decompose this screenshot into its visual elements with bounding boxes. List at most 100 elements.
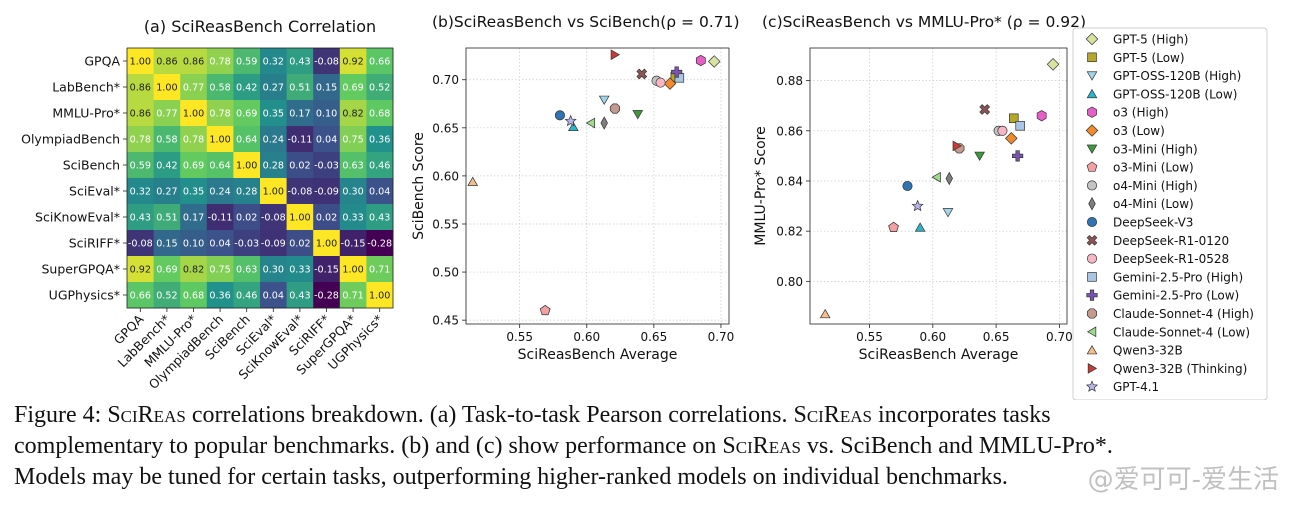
heatmap-cell <box>233 126 261 153</box>
heatmap-cell <box>366 126 394 153</box>
heatmap-value-label: 0.27 <box>156 187 177 198</box>
heatmap-value-label: 0.42 <box>236 83 257 94</box>
x-tick-label: 0.55 <box>506 330 533 344</box>
heatmap-cell <box>260 100 287 127</box>
x-tick-label: 0.60 <box>919 330 946 344</box>
caption-text: correlations breakdown. (a) Task-to-task… <box>185 402 794 428</box>
heatmap-cell <box>206 178 234 205</box>
heatmap-cell <box>313 48 341 75</box>
heatmap-value-label: 0.15 <box>156 239 177 250</box>
data-point <box>695 54 706 67</box>
heatmap-value-label: 0.36 <box>369 135 390 146</box>
heatmap-value-label: 0.32 <box>263 57 284 68</box>
legend-marker <box>1087 106 1097 118</box>
heatmap-value-label: 0.63 <box>236 265 257 276</box>
heatmap-value-label: 0.27 <box>263 83 284 94</box>
legend-label: GPT-5 (Low) <box>1113 51 1185 65</box>
heatmap-cell <box>286 74 314 101</box>
heatmap-value-label: -0.08 <box>287 187 312 198</box>
heatmap-cell <box>366 204 394 231</box>
heatmap-value-label: 0.02 <box>236 213 257 224</box>
legend-marker <box>1088 196 1096 211</box>
heatmap-value-label: 0.58 <box>209 83 230 94</box>
heatmap-cell <box>233 178 261 205</box>
heatmap-cell <box>153 204 181 231</box>
legend-marker <box>1086 216 1098 228</box>
legend-label: Claude-Sonnet-4 (High) <box>1113 307 1254 321</box>
heatmap-value-label: 0.82 <box>342 109 363 120</box>
heatmap-cell <box>127 256 154 283</box>
data-point <box>931 171 941 183</box>
heatmap-value-label: 0.71 <box>369 265 390 276</box>
heatmap-row-label: OlympiadBench <box>21 132 120 147</box>
heatmap-cell <box>153 126 181 153</box>
data-point <box>945 171 953 186</box>
heatmap-cell <box>180 48 208 75</box>
heatmap-value-label: 0.33 <box>342 213 363 224</box>
legend-label: o3-Mini (High) <box>1113 142 1198 156</box>
heatmap-cell <box>339 126 367 153</box>
legend-label: DeepSeek-R1-0528 <box>1113 252 1229 266</box>
legend-label: o3 (High) <box>1113 106 1169 120</box>
heatmap-cell <box>313 230 341 257</box>
heatmap-value-label: 0.04 <box>209 239 230 250</box>
heatmap-value-label: 0.69 <box>156 265 177 276</box>
heatmap-value-label: -0.11 <box>208 213 233 224</box>
heatmap-cell <box>206 100 234 127</box>
data-point <box>663 77 677 90</box>
heatmap-cell <box>180 100 208 127</box>
caption-text: vs. SciBench and MMLU-Pro*. <box>800 433 1113 459</box>
data-point <box>914 222 926 232</box>
heatmap-value-label: 0.10 <box>183 239 204 250</box>
heatmap-cell <box>366 178 394 205</box>
heatmap-cell <box>233 230 261 257</box>
data-point <box>609 103 620 114</box>
heatmap-value-label: 0.68 <box>369 109 390 120</box>
y-tick-label: 0.80 <box>776 275 803 289</box>
heatmap-value-label: 1.00 <box>289 213 310 224</box>
data-point <box>997 125 1008 136</box>
data-point <box>707 55 721 68</box>
heatmap-value-label: -0.15 <box>314 265 339 276</box>
heatmap-value-label: 0.92 <box>130 265 151 276</box>
data-point <box>888 221 899 232</box>
heatmap-cell <box>127 48 154 75</box>
heatmap-value-label: 0.24 <box>209 187 230 198</box>
heatmap-value-label: -0.28 <box>367 239 392 250</box>
x-tick-label: 0.70 <box>1046 330 1073 344</box>
heatmap-value-label: 1.00 <box>316 239 337 250</box>
heatmap-cell <box>260 48 287 75</box>
heatmap-value-label: 0.92 <box>342 57 363 68</box>
legend-marker <box>1087 363 1098 374</box>
heatmap-cell <box>127 230 154 257</box>
heatmap-cell <box>206 282 234 309</box>
x-axis-label: SciReasBench Average <box>859 347 1019 363</box>
heatmap-value-label: -0.09 <box>261 239 286 250</box>
data-point <box>952 140 962 152</box>
heatmap-cell <box>286 152 314 179</box>
heatmap-value-label: 0.78 <box>209 109 230 120</box>
heatmap-cell <box>313 126 341 153</box>
heatmap-value-label: 0.28 <box>236 187 257 198</box>
legend-label: o4-Mini (Low) <box>1113 197 1194 211</box>
heatmap-cell <box>127 100 154 127</box>
plot-frame <box>465 47 730 325</box>
heatmap-cell <box>153 48 181 75</box>
heatmap-value-label: 0.30 <box>263 265 284 276</box>
heatmap-value-label: 1.00 <box>183 109 204 120</box>
heatmap-value-label: 0.02 <box>316 213 337 224</box>
heatmap-cell <box>180 178 208 205</box>
heatmap-value-label: -0.03 <box>234 239 259 250</box>
heatmap-cell <box>366 152 394 179</box>
legend-marker <box>1086 71 1098 81</box>
caption-text: incorporates tasks <box>871 402 1051 428</box>
heatmap-value-label: 0.63 <box>342 161 363 172</box>
y-tick-label: 0.60 <box>432 169 459 183</box>
data-point <box>1012 150 1024 162</box>
legend-marker <box>1086 144 1098 154</box>
heatmap-cell <box>233 100 261 127</box>
heatmap-cell <box>206 204 234 231</box>
figure-4-charts: (a) SciReasBench Correlation 1.00 0.86 0.86… <box>21 13 1268 400</box>
x-tick-label: 0.65 <box>640 330 667 344</box>
heatmap-value-label: 0.02 <box>289 161 310 172</box>
